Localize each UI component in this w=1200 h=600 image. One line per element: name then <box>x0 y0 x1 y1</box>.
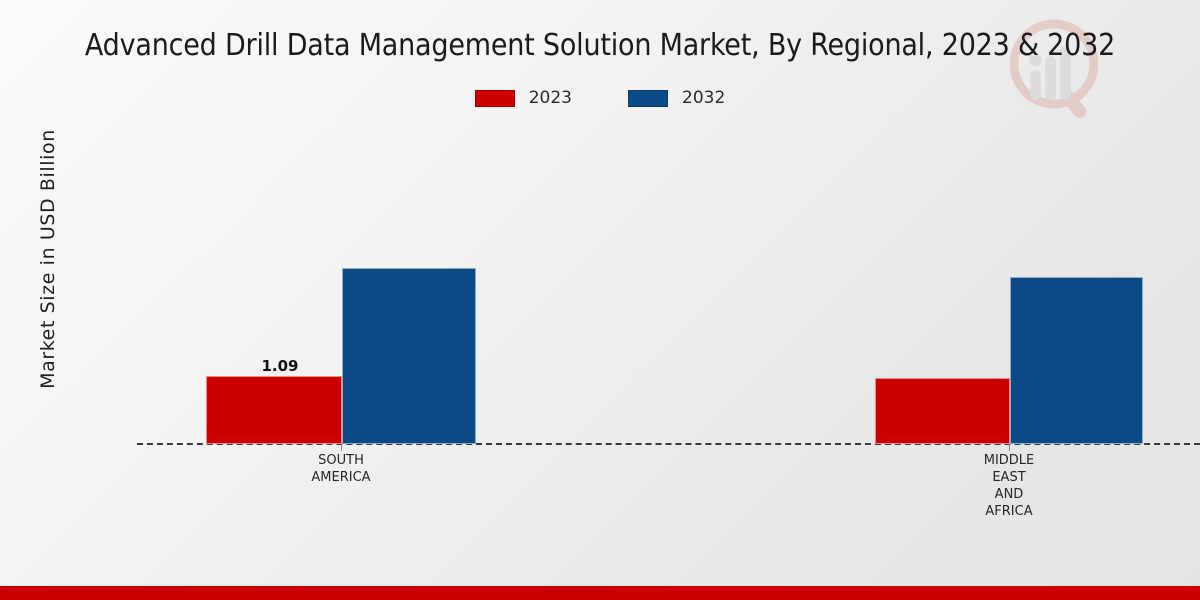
bar-south-america-2023[interactable] <box>206 376 342 444</box>
category-label-middle-east-and-africa: MIDDLE EAST AND AFRICA <box>983 453 1035 519</box>
bottom-accent-band <box>0 586 1200 600</box>
axis-tick-south-america <box>341 444 342 451</box>
legend-item-2023[interactable]: 2023 <box>474 88 572 108</box>
legend-label-2023: 2023 <box>528 88 572 108</box>
bar-middle-east-and-africa-2023[interactable] <box>875 378 1010 444</box>
bar-south-america-2032[interactable] <box>342 268 476 444</box>
legend-item-2032[interactable]: 2032 <box>628 88 725 108</box>
legend-swatch-2032 <box>628 89 668 107</box>
axis-tick-middle-east-and-africa <box>1009 444 1010 451</box>
bar-label-south-america-2023: 1.09 <box>261 357 299 375</box>
legend-swatch-2023 <box>474 89 515 107</box>
category-label-south-america: SOUTH AMERICA <box>311 453 371 485</box>
axis-baseline <box>137 443 1200 445</box>
chart-title: Advanced Drill Data Management Solution … <box>84 28 1116 63</box>
chart-legend: 2023 2032 <box>0 88 1200 108</box>
bar-middle-east-and-africa-2032[interactable] <box>1010 277 1143 444</box>
legend-label-2032: 2032 <box>682 88 726 108</box>
